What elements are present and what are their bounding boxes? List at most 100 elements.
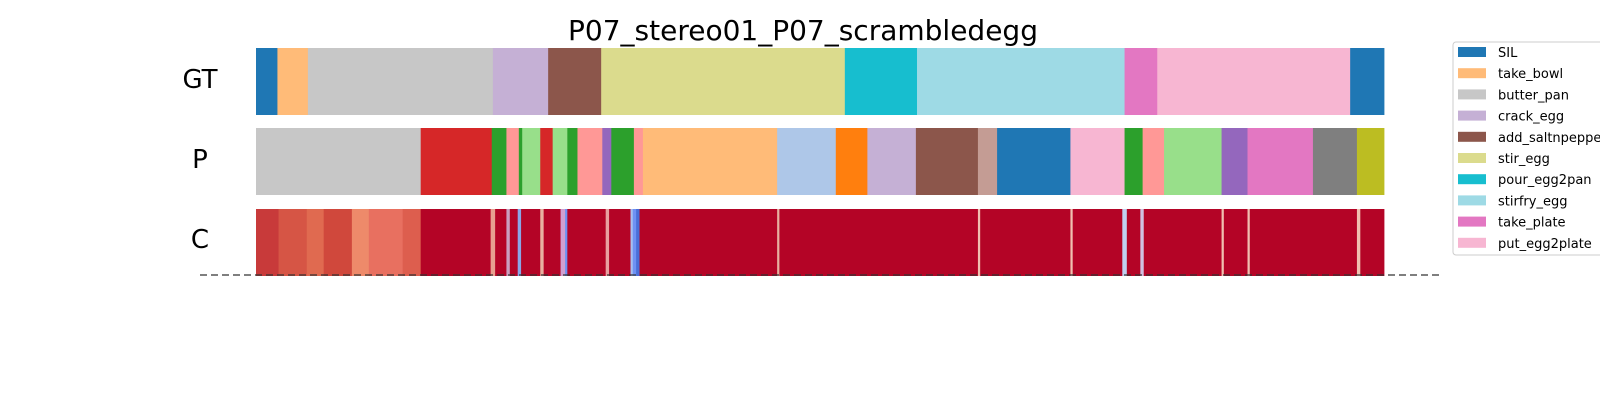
segment-c-21 [630,209,634,276]
segment-c-18 [567,209,607,276]
segment-p-22 [1142,128,1165,195]
row-label-p: P [192,145,208,175]
segment-c-31 [1122,209,1128,276]
segment-p-5 [522,128,541,195]
segment-c-11 [509,209,519,276]
segment-c-34 [1143,209,1222,276]
segment-p-25 [1247,128,1314,195]
legend-label-3: crack_egg [1498,110,1564,125]
segment-p-8 [567,128,578,195]
segment-c-33 [1140,209,1145,276]
segment-c-37 [1247,209,1251,276]
segment-c-24 [639,209,778,276]
legend-swatch-5 [1458,153,1486,163]
segment-gt-10 [1350,48,1385,115]
legend-swatch-1 [1458,68,1486,79]
segment-c-2 [306,209,325,276]
segment-c-1 [278,209,308,276]
segment-c-15 [543,209,561,276]
segment-c-8 [490,209,496,276]
segment-c-23 [636,209,640,276]
segment-gt-1 [277,48,309,115]
segment-p-1 [420,128,493,195]
legend: SIL take_bowl butter_pan crack_egg add_saltn… [1452,41,1600,256]
segment-p-19 [997,128,1071,195]
segment-p-2 [491,128,507,195]
segment-c-28 [980,209,1071,276]
segment-c-5 [368,209,404,276]
legend-swatch-6 [1458,174,1486,185]
segment-c-40 [1360,209,1385,276]
segment-c-17 [565,209,568,276]
segment-c-30 [1072,209,1123,276]
legend-swatch-8 [1458,216,1486,227]
row-label-gt: GT [182,65,217,95]
segment-c-22 [632,209,637,276]
legend-swatch-3 [1458,110,1486,121]
chart-title: P07_stereo01_P07_scrambledegg [568,14,1038,47]
segment-p-9 [577,128,603,195]
segment-gt-2 [307,48,494,115]
segment-c-3 [323,209,353,276]
row-label-c: C [191,225,209,255]
segment-p-23 [1164,128,1222,195]
segment-p-24 [1221,128,1248,195]
segment-c-6 [402,209,422,276]
segment-p-21 [1124,128,1144,195]
legend-swatch-7 [1458,195,1486,206]
segment-gt-3 [492,48,549,115]
segment-c-9 [495,209,507,276]
segment-gt-8 [1124,48,1158,115]
segment-p-14 [777,128,837,195]
segment-gt-7 [917,48,1125,115]
segment-p-18 [977,128,998,195]
legend-frame [1452,41,1600,256]
segment-p-16 [867,128,917,195]
segment-c-13 [521,209,541,276]
segment-c-36 [1223,209,1248,276]
legend-label-1: take_bowl [1498,67,1563,82]
segment-p-17 [915,128,979,195]
segment-p-12 [633,128,644,195]
segment-p-27 [1356,128,1385,195]
segment-c-35 [1221,209,1225,276]
timeline-rows [256,48,1385,276]
segment-c-4 [351,209,370,276]
segment-c-12 [517,209,522,276]
segment-p-15 [835,128,868,195]
segment-p-10 [602,128,612,195]
segment-p-13 [642,128,778,195]
legend-label-7: stirfry_egg [1498,194,1567,209]
segment-p-3 [506,128,520,195]
legend-label-8: take_plate [1498,216,1566,231]
legend-swatch-9 [1458,237,1486,248]
segment-p-6 [540,128,554,195]
legend-label-6: pour_egg2pan [1498,173,1592,188]
segment-c-27 [977,209,981,276]
segment-c-38 [1249,209,1358,276]
segment-c-0 [256,209,279,276]
legend-label-2: butter_pan [1498,88,1569,103]
segment-c-26 [779,209,979,276]
segment-c-16 [560,209,566,276]
segment-p-26 [1312,128,1358,195]
segment-c-39 [1356,209,1361,276]
legend-label-9: put_egg2plate [1498,237,1592,252]
segment-c-14 [540,209,545,276]
legend-swatch-0 [1458,47,1486,57]
segment-gt-6 [844,48,918,115]
legend-swatch-4 [1458,131,1486,142]
segment-gt-0 [256,48,278,115]
segment-gt-5 [601,48,846,115]
segment-c-29 [1070,209,1074,276]
segment-p-0 [256,128,422,195]
segment-p-11 [611,128,635,195]
legend-swatch-2 [1458,89,1486,100]
legend-label-5: stir_egg [1498,152,1550,167]
segment-c-32 [1126,209,1141,276]
segment-gt-9 [1157,48,1351,115]
legend-label-4: add_saltnpepper [1498,131,1600,146]
segment-gt-4 [548,48,602,115]
segment-c-20 [609,209,631,276]
